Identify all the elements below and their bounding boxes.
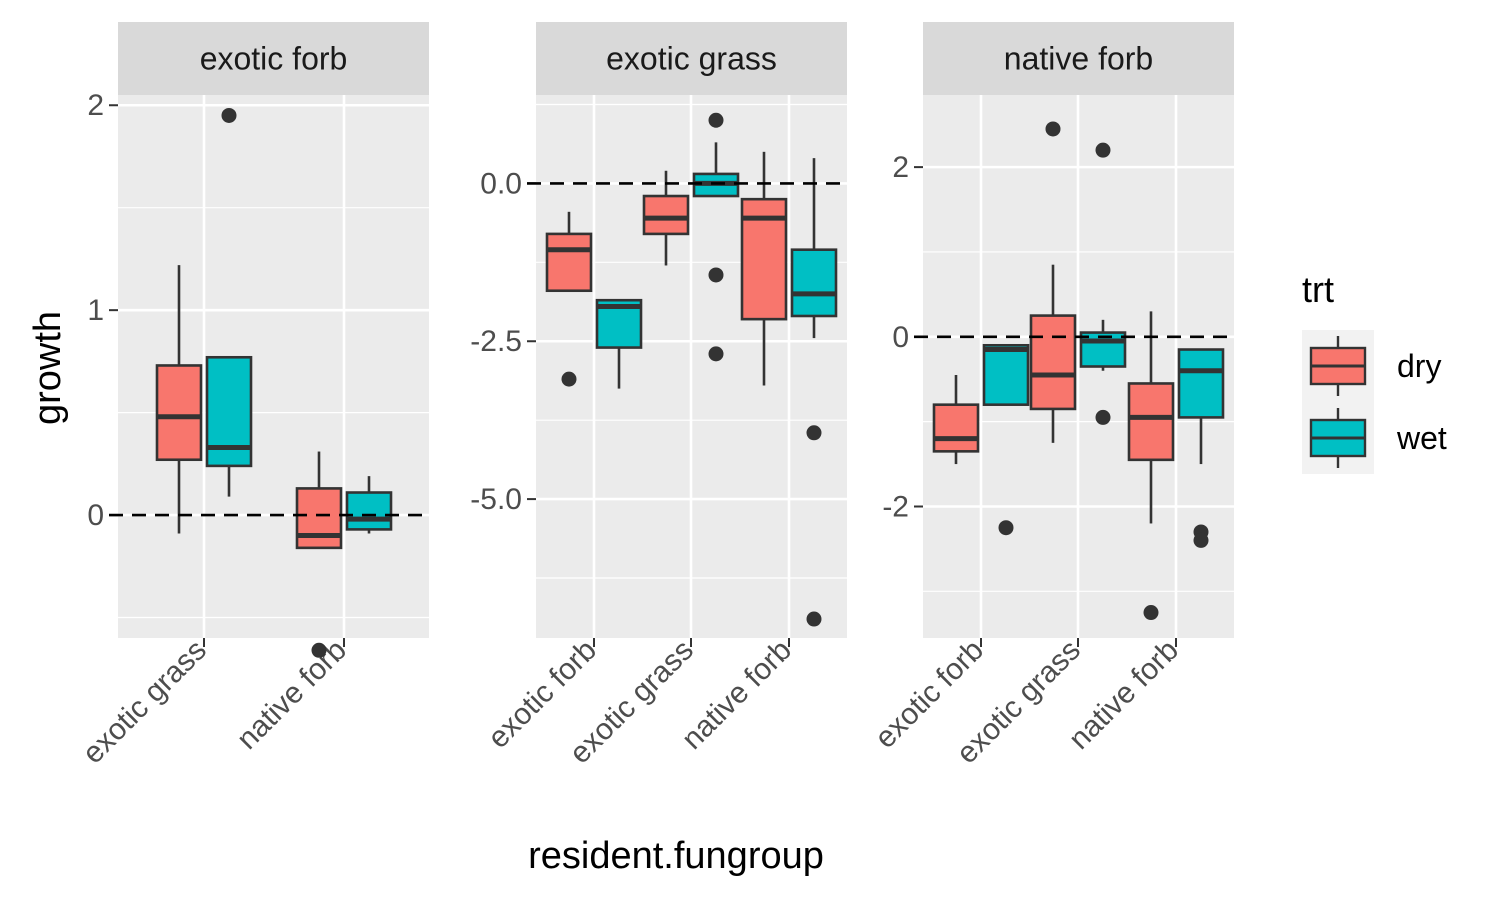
outlier-point [1045, 121, 1061, 137]
y-tick-label: -2.5 [470, 325, 522, 358]
facet-panel-exotic-forb: exotic forb 0 1 2 exotic grass native forb [76, 22, 429, 770]
box-exotic-forb-dry [932, 374, 980, 465]
x-tick-label: native forb [231, 634, 353, 756]
box-exotic-grass-dry [1029, 121, 1077, 443]
box-body [1079, 331, 1127, 368]
box-body [642, 194, 690, 236]
y-tick-label: 0 [892, 321, 909, 354]
box-exotic-grass-wet [1079, 142, 1127, 425]
outlier-point [1193, 532, 1209, 548]
y-tick-label: 0.0 [480, 167, 522, 200]
outlier-point [998, 520, 1014, 536]
outlier-point [708, 267, 724, 283]
box-exotic-forb-wet [982, 343, 1030, 536]
x-tick-label: exotic grass [76, 634, 213, 771]
box-body [155, 364, 203, 462]
box-exotic-forb-wet [595, 298, 643, 389]
box-body [1177, 348, 1225, 419]
box-body [790, 248, 838, 318]
facet-strip-label: exotic grass [606, 41, 777, 77]
y-tick-label: -5.0 [470, 483, 522, 516]
outlier-point [1095, 142, 1111, 158]
legend: trt dry wet [1302, 269, 1447, 474]
outlier-point [708, 112, 724, 128]
box-exotic-forb-dry [545, 211, 593, 387]
legend-label-wet: wet [1396, 420, 1447, 456]
outlier-point [1095, 409, 1111, 425]
box-native-forb-wet [345, 476, 393, 534]
box-native-forb-dry [1127, 311, 1175, 621]
facet-strip [118, 22, 429, 95]
facet-strip-label: native forb [1004, 41, 1153, 77]
legend-label-dry: dry [1397, 348, 1441, 384]
y-axis-title: growth [27, 311, 69, 425]
legend-key-wet [1302, 402, 1374, 474]
facet-strip-label: exotic forb [200, 41, 348, 77]
x-axis-title: resident.fungroup [528, 835, 824, 877]
legend-title: trt [1302, 269, 1334, 310]
facet-strip [923, 22, 1234, 95]
outlier-point [806, 425, 822, 441]
box-native-forb-wet [790, 158, 838, 627]
box-native-forb-dry [295, 451, 343, 658]
box-body [1029, 314, 1077, 411]
y-tick-label: 0 [87, 499, 104, 532]
box-native-forb-wet [1177, 348, 1225, 548]
outlier-point [311, 642, 327, 658]
box-body [1127, 382, 1175, 462]
box-native-forb-dry [740, 151, 788, 386]
outlier-point [806, 611, 822, 627]
y-tick-label: 1 [87, 294, 104, 327]
outlier-point [561, 371, 577, 387]
box-body [295, 487, 343, 550]
box-body [982, 343, 1030, 406]
box-exotic-grass-wet [692, 112, 740, 362]
y-tick-label: 2 [87, 89, 104, 122]
box-body [545, 232, 593, 293]
box-exotic-grass-dry [642, 170, 690, 266]
outlier-point [221, 107, 237, 123]
facet-strip [536, 22, 847, 95]
outlier-point [1143, 605, 1159, 621]
box-exotic-grass-wet [205, 107, 253, 497]
outlier-point [708, 346, 724, 362]
y-tick-label: 2 [892, 151, 909, 184]
box-body [932, 403, 980, 453]
box-body [345, 491, 393, 531]
box-exotic-grass-dry [155, 265, 203, 534]
legend-key-dry [1302, 330, 1374, 402]
y-tick-label: -2 [882, 490, 909, 523]
